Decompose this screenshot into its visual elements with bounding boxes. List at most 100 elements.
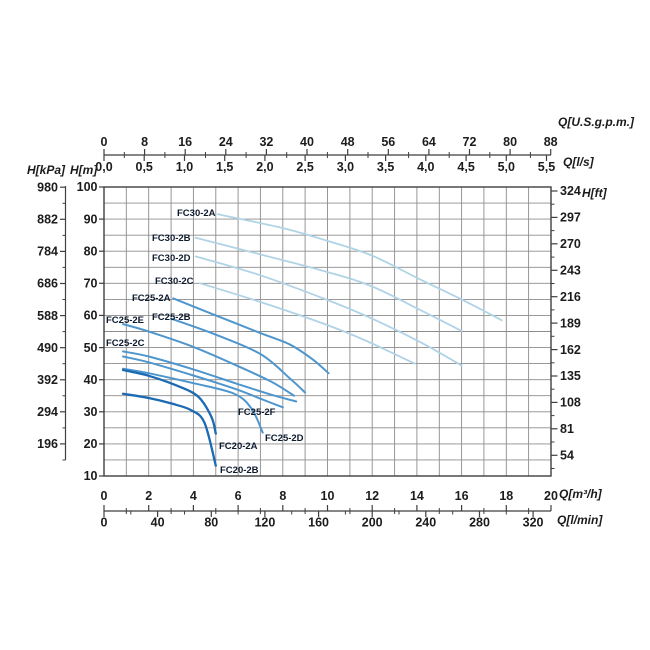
m-tick-label: 10 xyxy=(84,469,98,483)
m-tick-label: 100 xyxy=(77,180,98,194)
ft-tick-label: 324 xyxy=(560,184,581,198)
m-tick-label: 40 xyxy=(84,373,98,387)
ls-tick-label: 1,0 xyxy=(176,160,193,174)
m3h-axis-unit: Q[m³/h] xyxy=(559,487,603,501)
lmin-tick-label: 120 xyxy=(254,516,275,530)
m3h-tick-label: 4 xyxy=(190,489,197,503)
m-axis-unit: H[m] xyxy=(70,163,98,177)
curve-FC30-2C xyxy=(199,282,416,365)
ft-tick-label: 216 xyxy=(560,290,581,304)
ft-axis-unit: H[ft] xyxy=(582,186,608,200)
kpa-tick-label: 588 xyxy=(37,309,58,323)
m3h-tick-label: 14 xyxy=(410,489,424,503)
ft-tick-label: 270 xyxy=(560,237,581,251)
curve-label-FC30-2D: FC30-2D xyxy=(152,253,191,264)
curve-label-FC30-2A: FC30-2A xyxy=(177,208,216,219)
ft-tick-label: 162 xyxy=(560,343,581,357)
ft-tick-label: 108 xyxy=(560,396,581,410)
ls-tick-label: 0,0 xyxy=(95,160,112,174)
kpa-tick-label: 392 xyxy=(37,373,58,387)
m3h-tick-label: 10 xyxy=(321,489,335,503)
plot-frame xyxy=(103,186,552,477)
ft-tick-label: 135 xyxy=(560,369,581,383)
ls-tick-label: 4,0 xyxy=(417,160,434,174)
curve-FC25-2B xyxy=(170,317,307,394)
curve-label-FC25-2F: FC25-2F xyxy=(238,407,276,418)
gpm-axis-unit: Q[U.S.g.p.m.] xyxy=(558,115,635,129)
kpa-tick-label: 686 xyxy=(37,277,58,291)
ft-tick-label: 54 xyxy=(560,449,574,463)
lmin-tick-label: 320 xyxy=(523,516,544,530)
lmin-axis-unit: Q[l/min] xyxy=(557,513,603,527)
lmin-tick-label: 160 xyxy=(308,516,329,530)
curve-FC30-2D xyxy=(194,255,463,367)
gpm-tick-label: 8 xyxy=(141,135,148,149)
gpm-tick-label: 56 xyxy=(381,135,395,149)
gpm-tick-label: 16 xyxy=(178,135,192,149)
curve-FC25-2F xyxy=(122,355,284,409)
lmin-tick-label: 40 xyxy=(151,516,165,530)
curve-label-FC25-2A: FC25-2A xyxy=(132,293,171,304)
gpm-tick-label: 64 xyxy=(422,135,436,149)
m3h-tick-label: 2 xyxy=(145,489,152,503)
ls-tick-label: 5,5 xyxy=(538,160,555,174)
m3h-tick-label: 20 xyxy=(544,489,558,503)
ls-tick-label: 3,0 xyxy=(337,160,354,174)
gpm-tick-label: 80 xyxy=(503,135,517,149)
curve-FC25-2A xyxy=(172,297,330,375)
curve-FC30-2B xyxy=(194,236,463,332)
m-tick-label: 90 xyxy=(84,212,98,226)
m3h-tick-label: 6 xyxy=(235,489,242,503)
kpa-tick-label: 784 xyxy=(37,245,58,259)
kpa-tick-label: 196 xyxy=(37,437,58,451)
curve-FC25-2E xyxy=(122,323,295,397)
gpm-tick-label: 24 xyxy=(219,135,233,149)
gpm-tick-label: 72 xyxy=(463,135,477,149)
curve-FC20-2B xyxy=(121,392,217,467)
lmin-tick-label: 280 xyxy=(469,516,490,530)
curve-FC25-2C xyxy=(122,350,298,403)
kpa-tick-label: 490 xyxy=(37,341,58,355)
m3h-tick-label: 16 xyxy=(455,489,469,503)
ft-tick-label: 189 xyxy=(560,316,581,330)
m3h-tick-label: 8 xyxy=(279,489,286,503)
curve-label-FC25-2C: FC25-2C xyxy=(106,338,145,349)
gpm-tick-label: 0 xyxy=(101,135,108,149)
ls-tick-label: 2,5 xyxy=(296,160,313,174)
kpa-tick-label: 882 xyxy=(37,213,58,227)
curve-label-FC30-2C: FC30-2C xyxy=(155,276,194,287)
ls-tick-label: 5,0 xyxy=(498,160,515,174)
lmin-tick-label: 0 xyxy=(101,516,108,530)
gpm-tick-label: 40 xyxy=(300,135,314,149)
ls-tick-label: 3,5 xyxy=(377,160,394,174)
curve-FC20-2A xyxy=(121,368,217,435)
lmin-tick-label: 200 xyxy=(362,516,383,530)
gpm-tick-label: 48 xyxy=(341,135,355,149)
ft-tick-label: 243 xyxy=(560,264,581,278)
ls-tick-label: 0,5 xyxy=(136,160,153,174)
kpa-tick-label: 980 xyxy=(37,180,58,194)
lmin-tick-label: 80 xyxy=(204,516,218,530)
ft-tick-label: 81 xyxy=(560,422,574,436)
curve-label-FC25-2D: FC25-2D xyxy=(265,433,304,444)
m-tick-label: 70 xyxy=(84,277,98,291)
curve-label-FC30-2B: FC30-2B xyxy=(152,233,191,244)
kpa-tick-label: 294 xyxy=(37,405,58,419)
ls-tick-label: 4,5 xyxy=(457,160,474,174)
kpa-axis-unit: H[kPa] xyxy=(27,163,66,177)
ls-tick-label: 2,0 xyxy=(256,160,273,174)
m-tick-label: 30 xyxy=(84,405,98,419)
curve-label-FC25-2B: FC25-2B xyxy=(152,312,191,323)
ft-tick-label: 297 xyxy=(560,211,581,225)
gpm-tick-label: 88 xyxy=(544,135,558,149)
curve-FC30-2A xyxy=(217,213,503,322)
curve-label-FC20-2A: FC20-2A xyxy=(219,441,258,452)
m3h-tick-label: 12 xyxy=(365,489,379,503)
m-tick-label: 80 xyxy=(84,244,98,258)
m3h-tick-label: 0 xyxy=(101,489,108,503)
lmin-tick-label: 240 xyxy=(415,516,436,530)
curve-label-FC20-2B: FC20-2B xyxy=(220,465,259,476)
curve-FC25-2D xyxy=(122,367,264,434)
